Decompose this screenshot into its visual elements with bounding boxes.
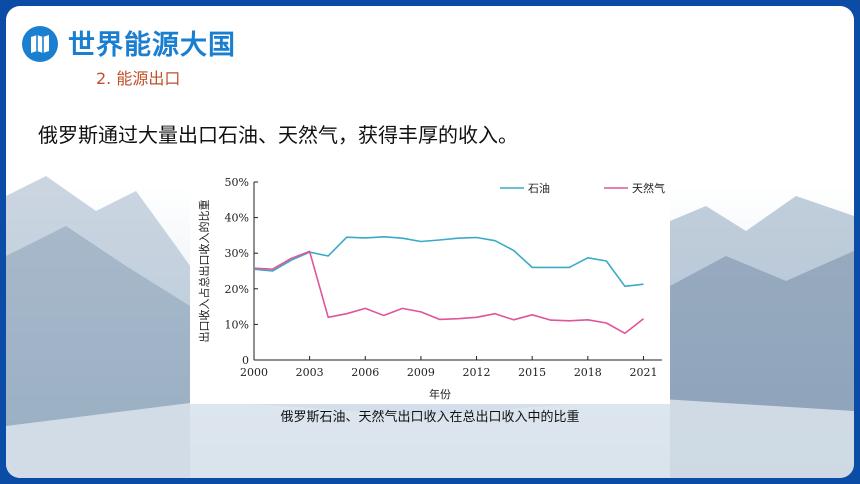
- x-tick-label: 2000: [240, 366, 268, 379]
- x-tick-label: 2003: [296, 366, 324, 379]
- x-tick-label: 2021: [629, 366, 657, 379]
- slide: 世界能源大国 2. 能源出口 俄罗斯通过大量出口石油、天然气，获得丰厚的收入。 …: [6, 6, 854, 478]
- legend-label: 天然气: [632, 181, 665, 195]
- x-tick-label: 2006: [351, 366, 379, 379]
- x-axis-label: 年份: [429, 387, 451, 401]
- y-tick-label: 20%: [225, 283, 249, 296]
- y-tick-label: 30%: [225, 247, 249, 260]
- map-icon: [22, 26, 58, 62]
- y-tick-label: 10%: [225, 318, 249, 331]
- y-axis-label: 出口收入占总出口收入的比重: [197, 200, 211, 343]
- chart-panel: 0 10% 20% 30% 40% 50% 2000 2003 2006 2009 2012 2015…: [190, 156, 670, 404]
- series-line-gas: [253, 250, 644, 335]
- x-tick-label: 2012: [463, 366, 491, 379]
- x-tick-label: 2015: [518, 366, 546, 379]
- page-title: 世界能源大国: [68, 30, 236, 61]
- x-tick-label: 2009: [407, 366, 435, 379]
- y-tick-label: 50%: [225, 176, 249, 189]
- legend-label: 石油: [528, 181, 550, 195]
- y-tick-label: 0: [242, 354, 249, 367]
- y-tick-label: 40%: [225, 212, 249, 225]
- x-tick-label: 2018: [574, 366, 602, 379]
- mountain-background: [6, 176, 854, 478]
- series-line-oil: [253, 236, 644, 288]
- chart-caption: 俄罗斯石油、天然气出口收入在总出口收入中的比重: [280, 410, 580, 425]
- body-text: 俄罗斯通过大量出口石油、天然气，获得丰厚的收入。: [38, 123, 518, 147]
- section-subtitle: 2. 能源出口: [96, 69, 181, 88]
- line-chart: 0 10% 20% 30% 40% 50% 2000 2003 2006 2009 2012 2015…: [197, 176, 665, 401]
